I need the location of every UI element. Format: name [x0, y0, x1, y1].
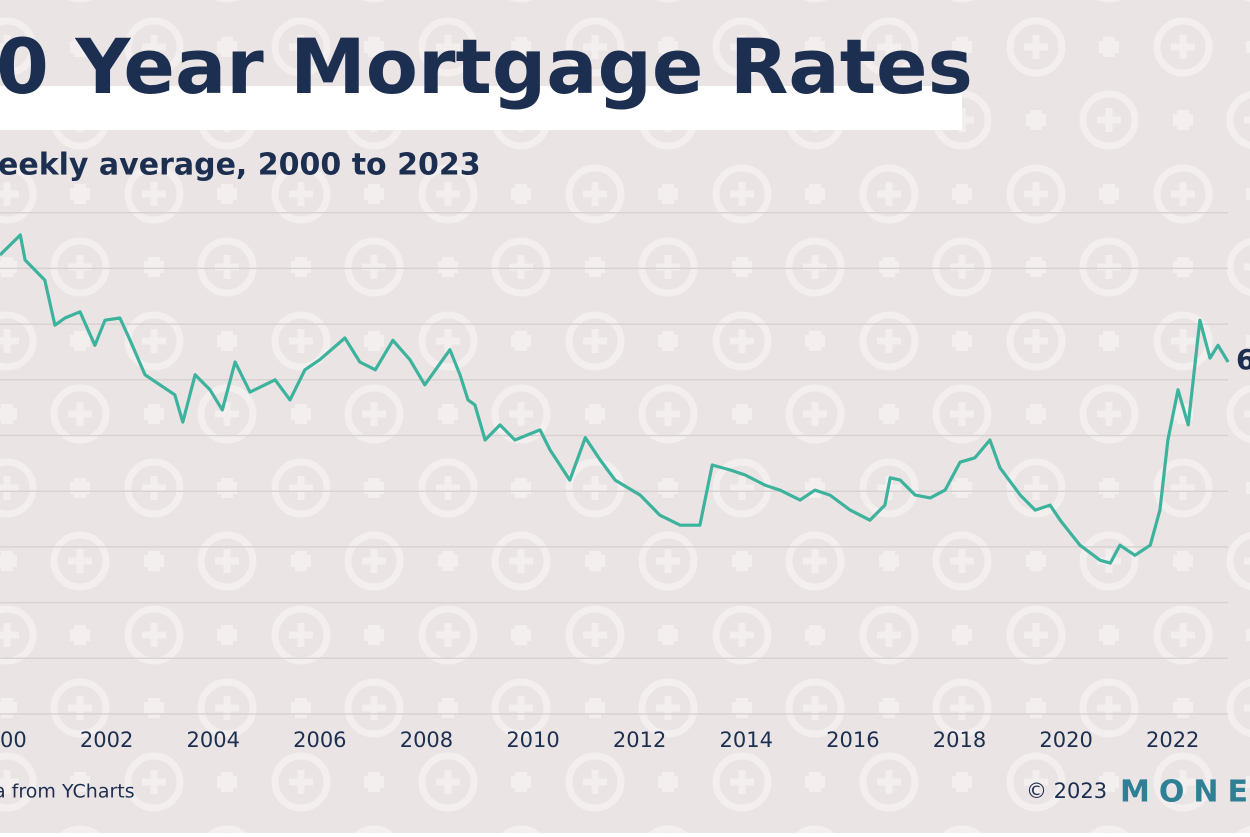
source-note: a from YCharts — [0, 781, 135, 803]
title-highlight — [0, 86, 962, 130]
end-label: 6 — [1236, 343, 1250, 376]
x-tick-label: 2016 — [826, 728, 879, 752]
x-tick-label: 2020 — [1039, 728, 1092, 752]
x-tick-label: 2006 — [293, 728, 346, 752]
copyright: © 2023 — [1026, 779, 1107, 803]
x-tick-label: 2010 — [506, 728, 559, 752]
x-tick-label: 2002 — [80, 728, 133, 752]
x-tick-label: 2022 — [1146, 728, 1199, 752]
logo: MONEY — [1120, 775, 1250, 810]
x-tick-label: 00 — [0, 728, 27, 752]
x-tick-label: 2012 — [613, 728, 666, 752]
plot-area: 00 2002 2004 2006 2008 2010 2012 2014 2016 2018 20… — [0, 211, 1230, 752]
x-tick-label: 2014 — [720, 728, 773, 752]
x-tick-label: 2004 — [186, 728, 239, 752]
chart-title: 0 Year Mortgage Rates — [0, 22, 973, 111]
x-tick-label: 2008 — [400, 728, 453, 752]
x-tick-label: 2018 — [933, 728, 986, 752]
data-line — [0, 233, 1230, 565]
chart-subtitle: eekly average, 2000 to 2023 — [0, 148, 481, 183]
